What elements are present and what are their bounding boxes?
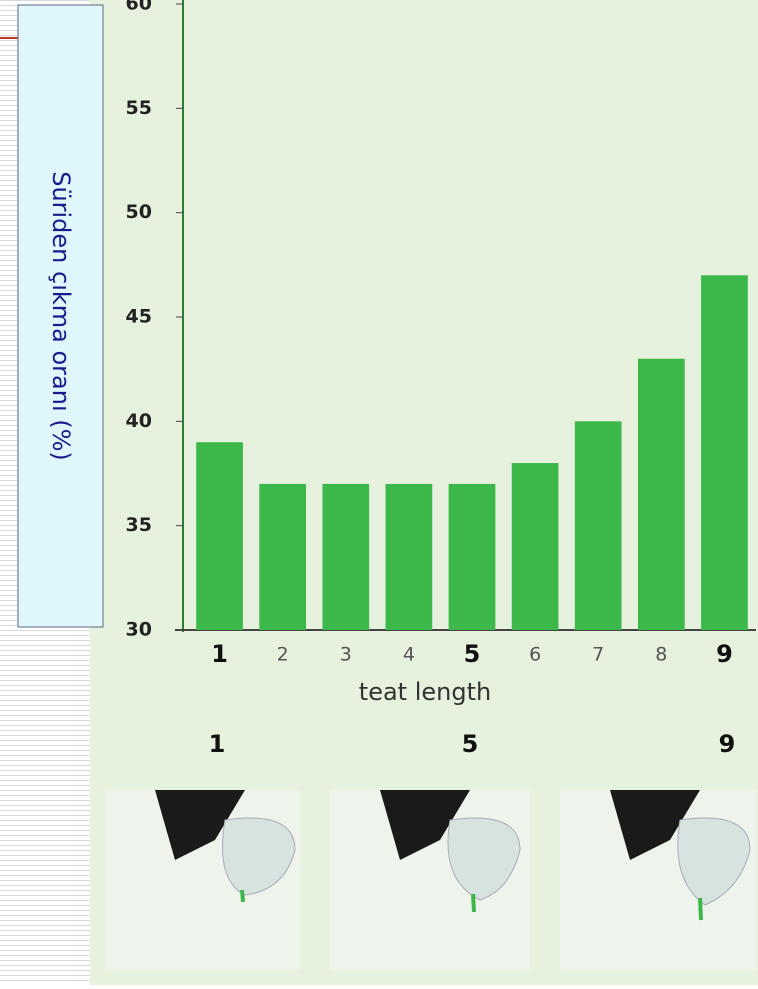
y-label-box [17,4,104,628]
bar [259,483,307,630]
figure-label: 9 [719,730,736,758]
y-tick-label: 35 [126,514,152,536]
y-tick-label: 45 [126,306,152,328]
y-tick-label: 40 [126,410,152,432]
bar [385,483,433,630]
x-tick-label: 6 [529,644,541,666]
y-tick-label: 55 [126,97,152,119]
y-tick-label: 30 [126,619,152,641]
bar [448,483,496,630]
bar [637,358,685,630]
x-tick-label: 4 [403,644,415,666]
y-tick-label: 50 [126,201,152,223]
illustration [560,790,756,970]
y-tick-label: 60 [126,0,152,15]
illustration [105,790,300,970]
bar [511,463,559,630]
x-tick-label: 8 [655,644,667,666]
cow-illustrations [105,790,756,970]
bar [322,483,370,630]
bar [701,275,748,630]
y-axis-title: Süriden çıkma oranı (%) [47,171,75,461]
x-tick-label: 5 [464,640,481,668]
x-tick-label: 7 [592,644,604,666]
figure-label: 1 [209,730,226,758]
x-tick-label: 9 [716,640,733,668]
x-tick-label: 3 [340,644,352,666]
bar [196,442,243,630]
x-tick-label: 1 [211,640,228,668]
illustration [330,790,530,970]
x-axis-title: teat length [359,678,491,706]
bar [574,421,622,630]
figure-label: 5 [462,730,479,758]
x-tick-label: 2 [277,644,289,666]
